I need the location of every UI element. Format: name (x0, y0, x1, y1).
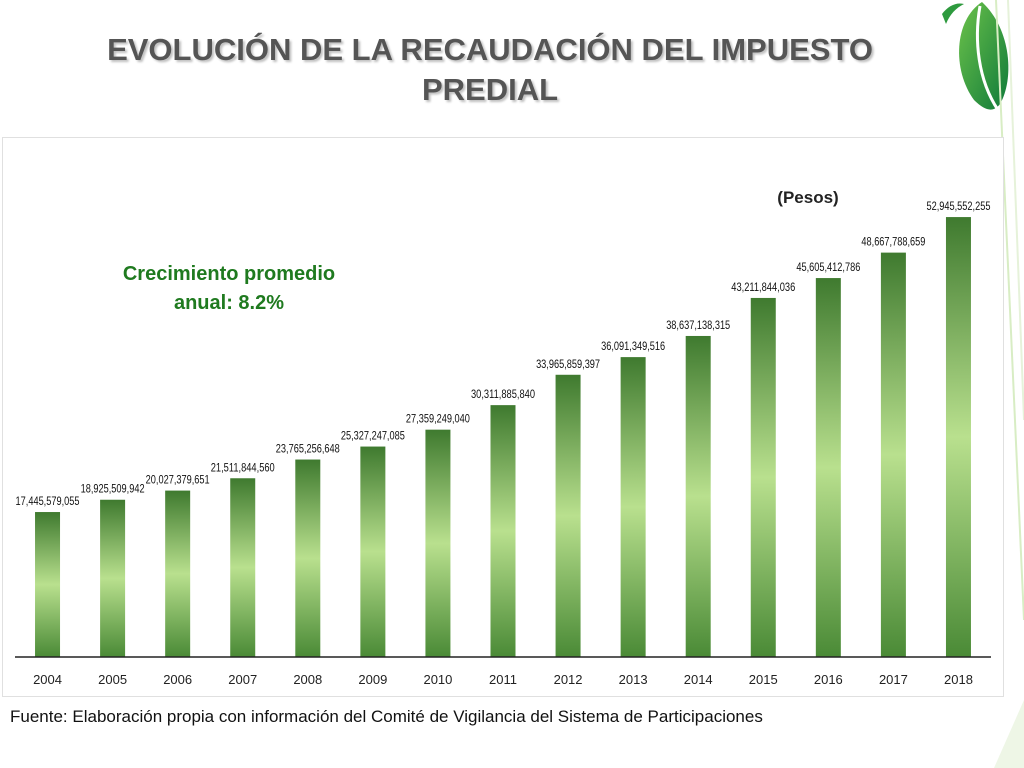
tick-label-2008: 2008 (293, 672, 322, 687)
bar-2013 (620, 357, 646, 657)
value-label-2007: 21,511,844,560 (211, 462, 275, 474)
bar-2010 (425, 429, 451, 657)
value-label-2018: 52,945,552,255 (926, 201, 990, 213)
unit-label: (Pesos) (777, 188, 839, 207)
bar-2014 (685, 335, 711, 657)
bar-2009 (360, 446, 386, 657)
value-label-2009: 25,327,247,085 (341, 431, 405, 443)
leaf-icon (959, 2, 1009, 110)
bar-group (35, 217, 971, 657)
tick-label-2009: 2009 (358, 672, 387, 687)
tick-label-2016: 2016 (814, 672, 843, 687)
tick-label-2017: 2017 (879, 672, 908, 687)
value-label-2010: 27,359,249,040 (406, 414, 470, 426)
bar-2012 (555, 374, 581, 657)
tick-label-2011: 2011 (489, 672, 517, 687)
value-label-2011: 30,311,885,840 (471, 389, 535, 401)
value-label-2004: 17,445,579,055 (16, 496, 80, 508)
value-label-2005: 18,925,509,942 (81, 484, 145, 496)
bar-2005 (100, 499, 126, 657)
bar-2004 (35, 512, 61, 657)
value-label-2006: 20,027,379,651 (146, 475, 210, 487)
value-label-2015: 43,211,844,036 (731, 282, 795, 294)
value-label-2016: 45,605,412,786 (796, 262, 860, 274)
bar-2007 (230, 478, 256, 657)
tick-label-2014: 2014 (684, 672, 713, 687)
bar-chart: 17,445,579,05518,925,509,94220,027,379,6… (15, 201, 991, 687)
slide-title-line1: EVOLUCIÓN DE LA RECAUDACIÓN DEL IMPUESTO (107, 32, 873, 67)
deco-line-2 (1007, 0, 1024, 421)
leaf-stem (975, 5, 1000, 111)
tick-label-2012: 2012 (554, 672, 583, 687)
tick-label-2010: 2010 (423, 672, 452, 687)
tick-label-2013: 2013 (619, 672, 648, 687)
growth-note-line1: Crecimiento promedio (122, 263, 336, 285)
growth-note: Crecimiento promedio anual: 8.2% (99, 260, 359, 318)
bar-2006 (165, 490, 191, 657)
tick-label-2018: 2018 (944, 672, 973, 687)
tick-label-2005: 2005 (98, 672, 127, 687)
bar-2016 (815, 278, 841, 657)
value-label-2008: 23,765,256,648 (276, 444, 340, 456)
tick-label-2007: 2007 (228, 672, 257, 687)
tick-label-2015: 2015 (749, 672, 778, 687)
slide-title: EVOLUCIÓN DE LA RECAUDACIÓN DEL IMPUESTO… (40, 30, 940, 110)
bar-2017 (880, 252, 906, 657)
bar-2008 (295, 459, 321, 657)
source-note: Fuente: Elaboración propia con informaci… (2, 702, 992, 732)
value-label-group: 17,445,579,05518,925,509,94220,027,379,6… (16, 201, 991, 508)
bar-2015 (750, 297, 776, 657)
chart-panel: 17,445,579,055 18,925,509,942 20,027,379,6… (2, 137, 1004, 697)
deco-corner (994, 700, 1024, 768)
value-label-2012: 33,965,859,397 (536, 359, 600, 371)
tick-label-group: 2004 2005 2006 2007 2008 2009 2010 2011 2012 2013… (33, 672, 973, 687)
growth-note-line2: anual: 8.2% (173, 292, 285, 314)
slide-title-line2: PREDIAL (421, 72, 559, 107)
tick-label-2004: 2004 (33, 672, 62, 687)
value-label-2014: 38,637,138,315 (666, 320, 730, 332)
tick-label-2006: 2006 (163, 672, 192, 687)
value-label-2017: 48,667,788,659 (861, 237, 925, 249)
value-label-2013: 36,091,349,516 (601, 341, 665, 353)
bar-2011 (490, 405, 516, 657)
bar-2018 (945, 217, 971, 657)
sprout-icon (942, 3, 964, 24)
